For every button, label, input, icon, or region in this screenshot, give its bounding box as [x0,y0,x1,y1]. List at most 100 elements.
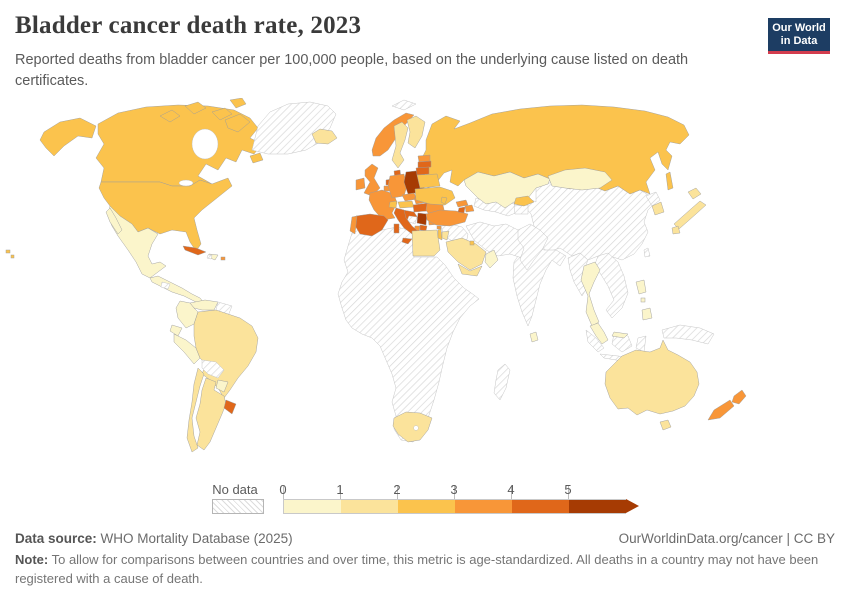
map-country-oman[interactable] [484,249,499,269]
map-country-north-korea[interactable] [645,191,661,207]
map-country-puerto-rico[interactable] [220,256,226,261]
map-country-sweden[interactable] [391,121,409,169]
map-country-thailand[interactable] [580,261,601,327]
map-country-mongolia[interactable] [547,167,613,191]
map-country-estonia[interactable] [417,154,431,163]
map-country-egypt[interactable] [411,229,441,257]
map-country-philippines-visayas[interactable] [640,297,646,303]
map-country-philippines-mindanao[interactable] [641,307,653,321]
map-country-moldova[interactable] [440,196,448,205]
map-region-sicily[interactable] [401,237,413,245]
map-country-georgia[interactable] [455,199,469,208]
map-country-south-korea[interactable] [651,201,665,216]
map-country-new-guinea[interactable] [661,324,715,345]
map-country-brazil[interactable] [193,309,259,399]
map-country-vietnam-laos-cambodia[interactable] [594,252,629,319]
map-region-central-america[interactable] [149,275,206,305]
map-country-philippines-luzon[interactable] [635,279,647,295]
map-country-russia[interactable] [421,104,690,195]
map-country-south-africa[interactable] [392,411,433,443]
map-country-ecuador[interactable] [169,324,183,337]
map-country-serbia[interactable] [416,212,428,226]
map-country-belarus[interactable] [416,173,441,189]
map-country-svalbard[interactable] [391,99,417,111]
map-region-tasmania[interactable] [659,419,672,431]
map-region-alaska[interactable] [39,117,97,157]
map-region-arctic-island-1[interactable] [159,109,181,123]
map-country-latvia[interactable] [417,160,432,169]
legend-bin-0-1[interactable] [283,499,341,514]
map-country-yemen[interactable] [457,263,483,277]
map-country-azerbaijan[interactable] [464,204,475,213]
map-country-spain[interactable] [353,213,389,237]
credit-link[interactable]: OurWorldinData.org/cancer | CC BY [618,531,835,546]
map-country-madagascar[interactable] [493,363,511,401]
owid-logo[interactable]: Our World in Data [768,18,830,54]
map-country-france[interactable] [368,189,398,221]
map-country-north-macedonia[interactable] [419,224,428,232]
map-region-hokkaido[interactable] [687,187,702,200]
map-country-ireland[interactable] [355,177,366,191]
map-region-arctic-island-4[interactable] [229,98,247,109]
map-country-usa[interactable] [98,177,233,252]
map-country-switzerland[interactable] [388,200,398,209]
map-region-arctic-island-3[interactable] [211,107,233,121]
map-country-bolivia[interactable] [201,359,225,379]
map-country-indonesia-sulawesi[interactable] [635,335,647,353]
map-region-arctic-island-2[interactable] [184,101,207,115]
map-country-germany[interactable] [387,173,408,199]
map-country-iceland[interactable] [311,128,338,145]
map-country-new-zealand-north[interactable] [731,389,747,405]
map-region-malaysia-borneo[interactable] [611,331,629,339]
map-country-chile[interactable] [186,367,205,453]
map-country-china[interactable] [523,181,655,261]
map-country-portugal[interactable] [349,215,358,235]
map-country-peru[interactable] [173,333,201,365]
map-country-hungary[interactable] [412,202,429,213]
map-country-argentina[interactable] [195,377,227,451]
legend-bin-3-4[interactable] [455,499,512,514]
legend-bin-1-2[interactable] [341,499,398,514]
map-region-newfoundland[interactable] [249,152,264,164]
map-country-malaysia[interactable] [589,322,609,345]
world-choropleth-map[interactable] [0,98,850,470]
map-country-canada[interactable] [95,104,263,187]
map-region-baja-california[interactable] [105,207,123,235]
map-country-honduras[interactable] [160,281,171,290]
map-region-sakhalin[interactable] [665,171,674,191]
map-region-baffin-island[interactable] [224,113,251,133]
legend-no-data-swatch[interactable] [212,499,264,514]
map-country-turkey[interactable] [425,209,469,227]
map-country-haiti[interactable] [206,254,213,260]
map-region-kyushu[interactable] [671,225,681,235]
map-country-sri-lanka[interactable] [529,331,539,343]
map-country-israel[interactable] [437,228,443,241]
map-country-japan[interactable] [673,200,707,230]
map-region-sardinia[interactable] [393,223,400,234]
map-country-indonesia-sumatra[interactable] [585,329,605,353]
map-country-tajikistan[interactable] [513,204,529,215]
legend-bin-2-3[interactable] [398,499,455,514]
map-country-uruguay[interactable] [223,399,237,415]
map-country-lithuania[interactable] [415,166,430,176]
map-country-armenia[interactable] [457,206,466,214]
map-country-austria[interactable] [397,200,415,209]
map-country-new-zealand-south[interactable] [707,399,735,421]
legend-bin-5-plus[interactable] [569,499,626,514]
map-region-hawaii[interactable] [5,249,11,254]
map-country-taiwan[interactable] [643,247,651,258]
map-country-lebanon[interactable] [436,225,442,230]
map-region-hawaii-2[interactable] [10,254,15,259]
legend-bin-4-5[interactable] [512,499,569,514]
map-country-afghanistan-pakistan[interactable] [517,223,549,271]
map-country-cuba[interactable] [182,245,207,256]
map-country-finland[interactable] [406,115,426,149]
map-country-bosnia[interactable] [406,215,418,225]
map-country-greenland[interactable] [251,101,337,155]
map-country-kuwait[interactable] [469,240,475,246]
map-country-jordan[interactable] [441,230,450,241]
map-country-kyrgyzstan[interactable] [513,195,535,207]
map-country-australia[interactable] [604,339,700,416]
map-country-saudi-arabia[interactable] [445,237,487,271]
map-country-paraguay[interactable] [215,379,229,393]
